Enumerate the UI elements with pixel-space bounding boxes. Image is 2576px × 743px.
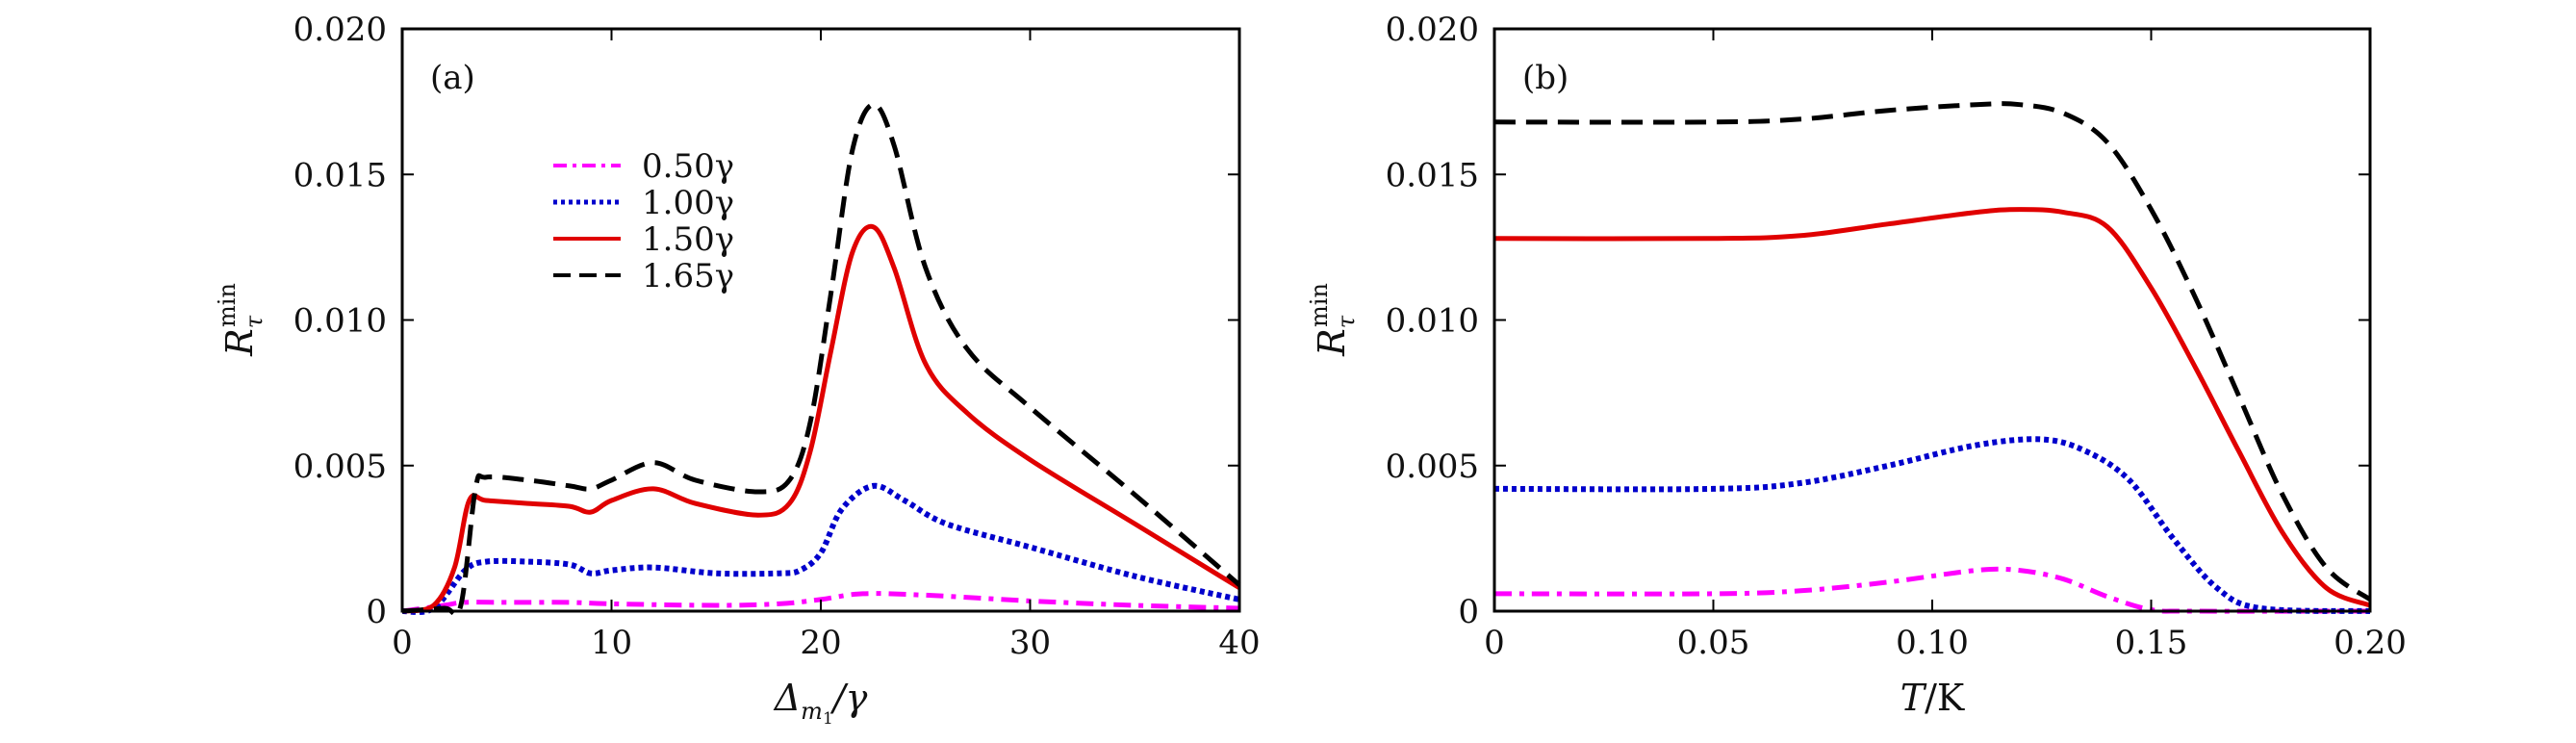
panel-a-ytick-label: 0.005 [293,448,387,486]
panel-b-ytick-label: 0.010 [1386,302,1479,341]
panel-b-ytick-label: 0 [1458,593,1479,631]
panel-b-xlabel: T/K [1900,677,1965,719]
panel-b-frame [1492,27,2372,613]
panel-b-ytick-label: 0.005 [1386,448,1479,486]
panel-a-label: (a) [430,59,475,97]
panel-b-series-1.50 [1493,207,2371,608]
panel-a: 0 10 20 30 40 0 0.005 0.010 0.015 0.020 (a) Δm1/γ… [214,11,1261,729]
panel-a-series-1.65 [401,102,1241,618]
panel-a-ticks: 0 10 20 30 40 0 0.005 0.010 0.015 0.020 [293,11,1261,662]
panel-a-ytick-label: 0.020 [293,11,387,49]
panel-a-series-1.00 [401,482,1240,615]
panel-b-xtick-label: 0.15 [2115,624,2188,662]
panel-a-ytick-label: 0.015 [293,156,387,194]
panel-a-xtick-label: 30 [1009,624,1051,662]
panel-a-xlabel: Δm1/γ [773,677,868,729]
panel-b-series-1.00 [1493,436,2371,614]
panel-b-xtick-label: 0.05 [1677,624,1750,662]
legend-label: 1.50γ [642,220,734,259]
panel-a-series-0.50 [401,591,1240,614]
panel-a-series [401,102,1241,618]
panel-a-ylabel: Rτmin [214,283,268,357]
panel-a-xtick-label: 10 [591,624,632,662]
panel-b-series [1493,101,2372,614]
panel-a-xtick-label: 20 [800,624,841,662]
legend-label: 1.65γ [642,257,734,295]
panel-a-ytick-label: 0.010 [293,302,387,341]
panel-b-label: (b) [1522,59,1569,97]
panel-b-ylabel: Rτmin [1306,283,1360,357]
panel-a-frame [400,27,1241,613]
panel-b-xtick-label: 0.10 [1896,624,1969,662]
panel-b-xtick-label: 0 [1484,624,1505,662]
panel-b-ticks: 0 0.05 0.10 0.15 0.20 0 0.005 0.010 0.015 0.020 [1386,11,2407,662]
panel-b: 0 0.05 0.10 0.15 0.20 0 0.005 0.010 0.015 0.020 (… [1306,11,2407,719]
legend-label: 1.00γ [642,184,734,222]
panel-b-xtick-label: 0.20 [2334,624,2407,662]
panel-a-series-1.50 [401,223,1241,614]
panel-a-xtick-label: 0 [392,624,413,662]
panel-b-ytick-label: 0.015 [1386,156,1479,194]
panel-b-series-1.65 [1493,101,2372,602]
panel-a-xtick-label: 40 [1218,624,1260,662]
panel-b-ytick-label: 0.020 [1386,11,1479,49]
legend-label: 0.50γ [642,147,734,186]
panel-a-ytick-label: 0 [366,593,387,631]
